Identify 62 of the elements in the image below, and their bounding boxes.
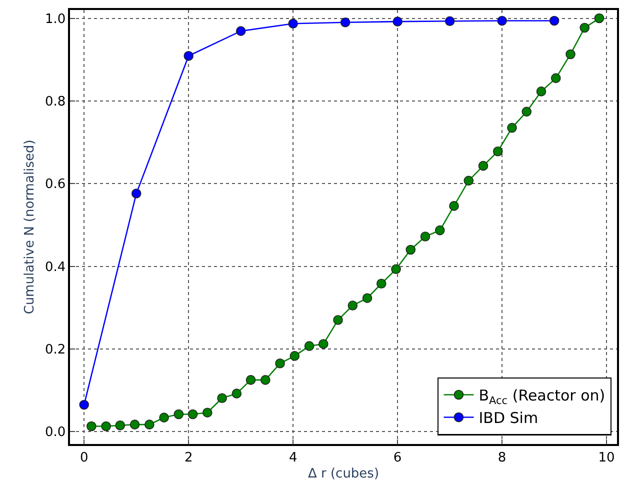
point xyxy=(260,375,270,385)
point xyxy=(217,393,227,404)
y-tick-label: 1.0 xyxy=(44,12,66,27)
point xyxy=(340,18,350,28)
point xyxy=(144,420,154,430)
point xyxy=(522,106,532,117)
point xyxy=(101,421,111,432)
y-tick-label: 0.2 xyxy=(44,342,66,358)
point xyxy=(566,49,576,60)
point xyxy=(130,420,140,430)
point xyxy=(236,26,246,36)
y-tick-label: 0.0 xyxy=(44,425,66,440)
point xyxy=(549,16,560,26)
x-tick-label: 0 xyxy=(80,450,88,466)
point xyxy=(362,293,372,303)
point xyxy=(174,409,184,420)
x-tick-label: 4 xyxy=(288,450,298,466)
point xyxy=(464,176,474,186)
point xyxy=(449,201,459,211)
x-tick-label: 8 xyxy=(498,450,506,466)
point xyxy=(304,341,314,351)
x-axis-title: Δ r (cubes) xyxy=(308,466,380,482)
point xyxy=(580,22,590,33)
point xyxy=(492,146,503,156)
y-tick-label: 0.8 xyxy=(44,94,66,110)
x-tick-label: 2 xyxy=(184,450,193,466)
legend-label: B$_{Acc}$ (Reactor on) xyxy=(478,386,606,407)
point xyxy=(79,400,90,410)
point xyxy=(444,16,455,26)
y-tick-label: 0.6 xyxy=(44,177,66,192)
point xyxy=(202,408,212,418)
point xyxy=(318,339,328,349)
point xyxy=(434,225,445,236)
x-tick-label: 10 xyxy=(598,450,615,466)
point xyxy=(420,232,430,242)
y-axis-title: Cumulative N (normalised) xyxy=(22,140,38,314)
point xyxy=(290,351,300,361)
point xyxy=(376,278,386,289)
point xyxy=(550,73,561,84)
point xyxy=(536,86,546,96)
point xyxy=(406,244,416,255)
point xyxy=(115,420,126,430)
y-tick-label: 0.4 xyxy=(44,260,66,275)
legend-label: IBD Sim xyxy=(478,409,538,428)
point xyxy=(348,300,358,310)
point xyxy=(232,388,242,398)
point xyxy=(184,50,194,61)
point xyxy=(288,18,298,29)
point xyxy=(392,16,402,26)
point xyxy=(131,188,142,198)
point xyxy=(246,375,256,385)
point xyxy=(478,160,488,171)
point xyxy=(497,16,507,26)
point xyxy=(86,421,96,432)
x-tick-label: 6 xyxy=(393,450,402,466)
point xyxy=(391,264,401,274)
point xyxy=(594,13,604,24)
point xyxy=(275,358,285,368)
point xyxy=(333,315,343,325)
point xyxy=(159,412,169,422)
point xyxy=(188,409,198,420)
point xyxy=(507,122,517,133)
